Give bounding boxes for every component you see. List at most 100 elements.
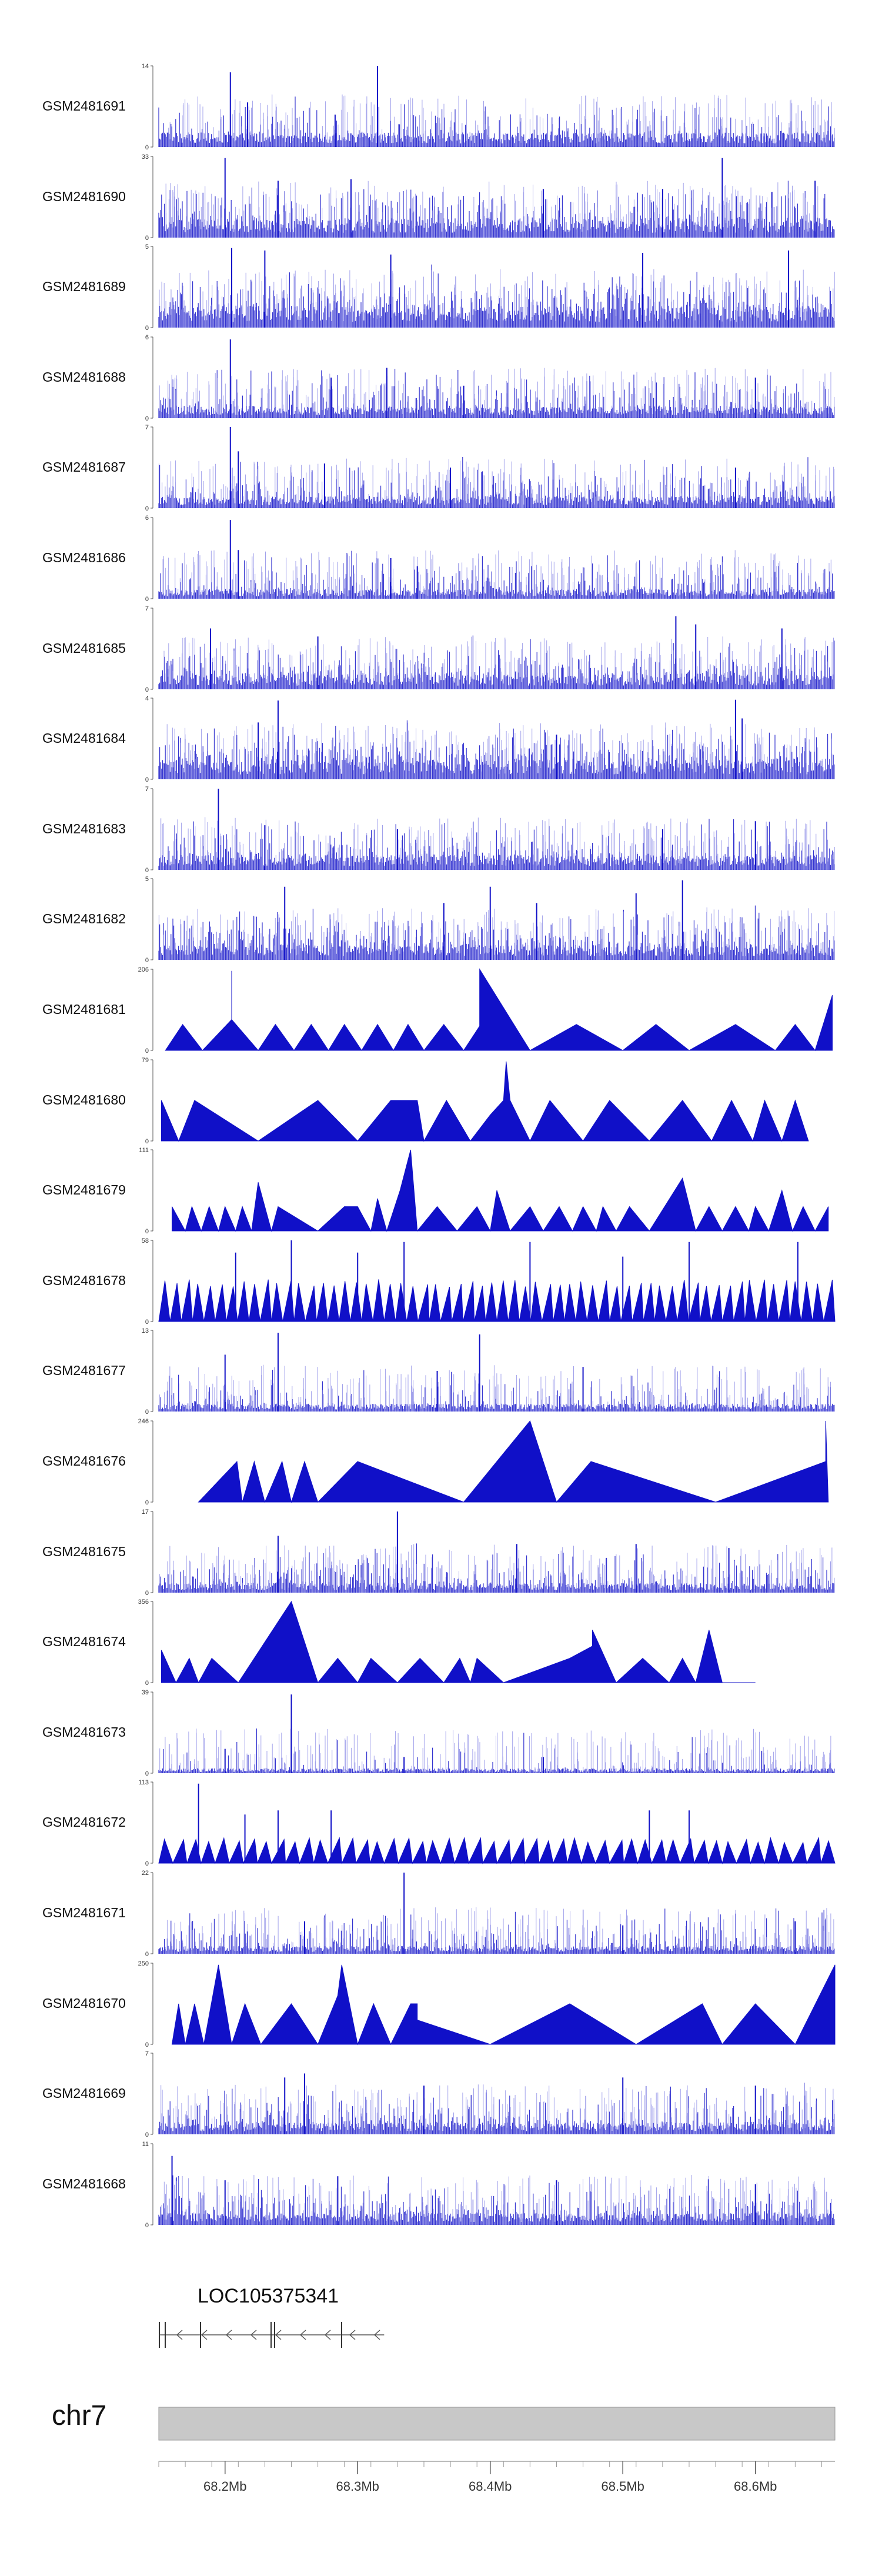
- y-min-label: 0: [145, 415, 149, 422]
- track-GSM2481679: 111 0: [139, 1147, 829, 1235]
- y-max-label: 6: [145, 334, 149, 341]
- track-GSM2481687: 70: [145, 424, 835, 512]
- signal-bars-light: [159, 1728, 831, 1773]
- y-max-label: 17: [142, 1509, 149, 1516]
- track-label: GSM2481684: [42, 730, 126, 746]
- signal-bars-light: [163, 636, 834, 689]
- track-label: GSM2481680: [42, 1092, 126, 1107]
- y-min-label: 0: [145, 2131, 149, 2138]
- y-min-label: 0: [145, 1047, 149, 1055]
- signal-area: [198, 1420, 829, 1503]
- signal-area: [165, 968, 833, 1052]
- x-tick-label: 68.2Mb: [203, 2479, 246, 2494]
- signal-bars-light: [161, 94, 835, 147]
- y-min-label: 0: [145, 1138, 149, 1145]
- track-label: GSM2481690: [42, 188, 126, 204]
- signal-bars-light: [161, 817, 835, 870]
- track-label: GSM2481682: [42, 911, 126, 927]
- track-GSM2481686: 60: [145, 515, 835, 603]
- track-label: GSM2481679: [42, 1182, 126, 1198]
- track-GSM2481684: 40: [145, 695, 835, 783]
- y-max-label: 7: [145, 786, 149, 793]
- signal-area: [158, 1837, 836, 1865]
- y-max-label: 33: [142, 154, 149, 161]
- track-GSM2481669: 70: [145, 2050, 835, 2138]
- strand-arrow-icon: [225, 2330, 232, 2340]
- y-min-label: 0: [145, 1590, 149, 1597]
- track-label: GSM2481676: [42, 1453, 126, 1469]
- y-max-label: 111: [139, 1147, 149, 1154]
- y-min-label: 0: [145, 776, 149, 783]
- track-GSM2481671: 22 0: [142, 1870, 835, 1958]
- track-label: GSM2481669: [42, 2086, 126, 2101]
- track-label: GSM2481678: [42, 1272, 126, 1288]
- strand-arrow-icon: [275, 2330, 282, 2340]
- track-GSM2481675: 17 0: [142, 1509, 835, 1597]
- y-min-label: 0: [145, 1951, 149, 1958]
- track-GSM2481677: 13 0: [142, 1327, 835, 1416]
- y-min-label: 0: [145, 2222, 149, 2229]
- track-label: GSM2481670: [42, 1995, 126, 2011]
- track-GSM2481688: 60: [145, 334, 835, 422]
- track-label: GSM2481683: [42, 820, 126, 836]
- y-min-label: 0: [145, 325, 149, 332]
- strand-arrow-icon: [349, 2330, 356, 2340]
- strand-arrow-icon: [250, 2330, 257, 2340]
- track-GSM2481672: 113 0: [138, 1779, 836, 1867]
- y-min-label: 0: [145, 1499, 149, 1506]
- track-label: GSM2481668: [42, 2175, 126, 2191]
- track-label: GSM2481688: [42, 369, 126, 385]
- track-GSM2481683: 70: [145, 786, 835, 874]
- y-max-label: 7: [145, 605, 149, 612]
- track-label: GSM2481674: [42, 1634, 126, 1650]
- x-tick-label: 68.3Mb: [336, 2479, 379, 2494]
- y-max-label: 6: [145, 515, 149, 522]
- signal-bars: [158, 1728, 835, 1773]
- track-label: GSM2481689: [42, 279, 126, 295]
- strand-arrow-icon: [324, 2330, 331, 2340]
- y-min-label: 0: [145, 957, 149, 964]
- track-GSM2481690: 33 0: [142, 154, 835, 242]
- y-max-label: 14: [142, 63, 149, 70]
- y-min-label: 0: [145, 1770, 149, 1777]
- strand-arrow-icon: [299, 2330, 306, 2340]
- signal-bars-light: [159, 269, 835, 328]
- signal-bars: [158, 264, 835, 328]
- y-min-label: 0: [145, 2041, 149, 2048]
- y-max-label: 13: [142, 1327, 149, 1334]
- y-max-label: 4: [145, 695, 149, 702]
- track-GSM2481680: 79 0: [142, 1057, 809, 1145]
- track-label: GSM2481691: [42, 98, 126, 114]
- y-max-label: 5: [145, 243, 149, 251]
- signal-area: [171, 1964, 836, 2046]
- track-GSM2481691: 14 0: [142, 63, 835, 151]
- strand-arrow-icon: [176, 2330, 183, 2340]
- signal-area: [158, 1279, 836, 1322]
- track-label: GSM2481675: [42, 1543, 126, 1559]
- signal-bars: [158, 2083, 835, 2135]
- track-label: GSM2481672: [42, 1814, 126, 1830]
- signal-bars: [158, 550, 835, 599]
- chromosome-ideogram: [158, 2407, 836, 2441]
- track-GSM2481668: 11 0: [142, 2141, 835, 2229]
- y-min-label: 0: [145, 596, 149, 603]
- y-min-label: 0: [145, 235, 149, 242]
- y-min-label: 0: [145, 867, 149, 874]
- track-GSM2481682: 50: [145, 876, 835, 964]
- tracks-panel: GSM2481691 14 0 GSM2481690 33 0 GSM2481689 5 0 GS…: [42, 63, 836, 2229]
- track-label: GSM2481671: [42, 1905, 126, 1920]
- track-label: GSM2481673: [42, 1724, 126, 1740]
- y-max-label: 250: [138, 1960, 149, 1967]
- track-GSM2481670: 250 0: [138, 1960, 836, 2048]
- y-max-label: 206: [138, 966, 149, 973]
- x-tick-label: 68.4Mb: [469, 2479, 512, 2494]
- track-GSM2481678: 58 0: [142, 1237, 836, 1326]
- y-max-label: 22: [142, 1870, 149, 1877]
- track-label: GSM2481681: [42, 1002, 126, 1017]
- signal-bars-light: [161, 2084, 835, 2135]
- track-label: GSM2481677: [42, 1363, 126, 1379]
- y-max-label: 58: [142, 1237, 149, 1244]
- track-GSM2481689: 50: [145, 243, 835, 332]
- signal-bars: [158, 819, 835, 870]
